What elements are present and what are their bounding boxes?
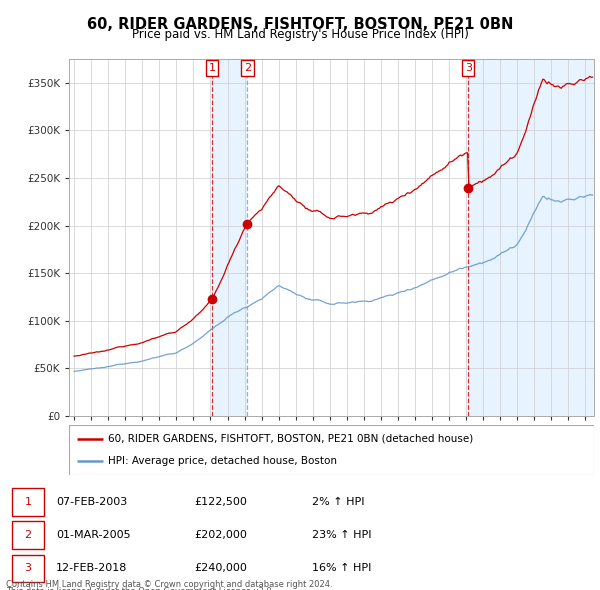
Text: £240,000: £240,000 [194, 563, 247, 573]
Text: £202,000: £202,000 [194, 530, 247, 540]
Text: £122,500: £122,500 [194, 497, 247, 507]
Text: 60, RIDER GARDENS, FISHTOFT, BOSTON, PE21 0BN (detached house): 60, RIDER GARDENS, FISHTOFT, BOSTON, PE2… [109, 434, 473, 444]
Text: 2% ↑ HPI: 2% ↑ HPI [312, 497, 364, 507]
Text: 16% ↑ HPI: 16% ↑ HPI [312, 563, 371, 573]
Text: 3: 3 [25, 563, 32, 573]
Text: 01-MAR-2005: 01-MAR-2005 [56, 530, 131, 540]
Text: 1: 1 [25, 497, 32, 507]
Text: 23% ↑ HPI: 23% ↑ HPI [312, 530, 371, 540]
Text: Contains HM Land Registry data © Crown copyright and database right 2024.: Contains HM Land Registry data © Crown c… [6, 581, 332, 589]
Text: HPI: Average price, detached house, Boston: HPI: Average price, detached house, Bost… [109, 456, 337, 466]
Bar [468, 59, 594, 416]
FancyBboxPatch shape [12, 522, 44, 549]
Bar [212, 59, 247, 416]
Text: 07-FEB-2003: 07-FEB-2003 [56, 497, 127, 507]
Text: 60, RIDER GARDENS, FISHTOFT, BOSTON, PE21 0BN: 60, RIDER GARDENS, FISHTOFT, BOSTON, PE2… [87, 17, 513, 31]
Text: Price paid vs. HM Land Registry's House Price Index (HPI): Price paid vs. HM Land Registry's House … [131, 28, 469, 41]
Text: This data is licensed under the Open Government Licence v3.0.: This data is licensed under the Open Gov… [6, 587, 274, 590]
Text: 1: 1 [209, 63, 215, 73]
Text: 2: 2 [244, 63, 251, 73]
FancyBboxPatch shape [12, 489, 44, 516]
Text: 12-FEB-2018: 12-FEB-2018 [56, 563, 127, 573]
FancyBboxPatch shape [12, 555, 44, 582]
Text: 3: 3 [465, 63, 472, 73]
Text: 2: 2 [25, 530, 32, 540]
